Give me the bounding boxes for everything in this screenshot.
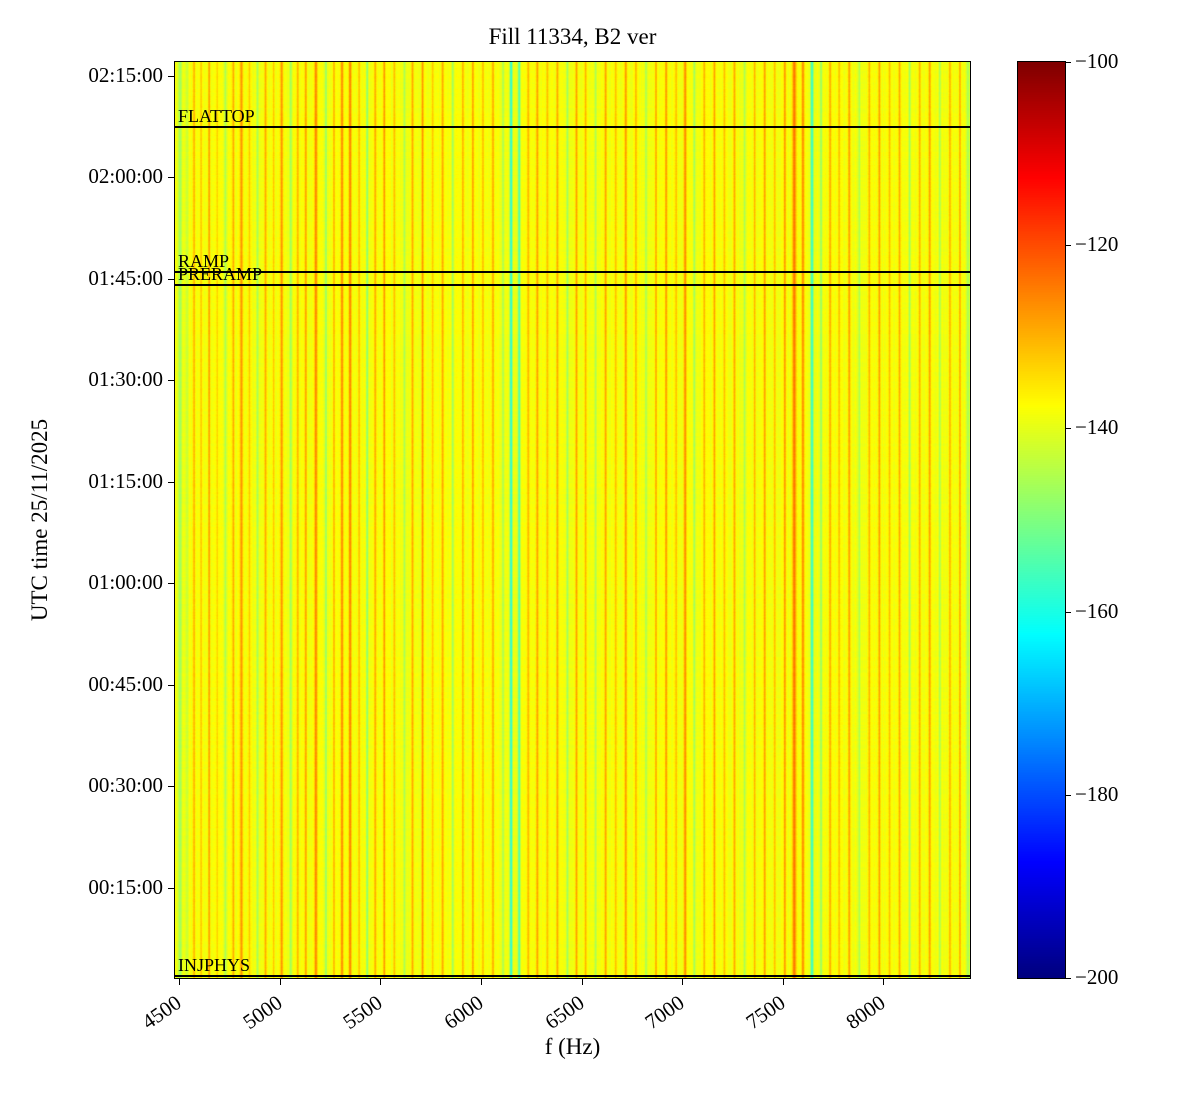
colorbar-tick-mark	[1066, 978, 1071, 979]
colorbar-tick-mark	[1066, 245, 1071, 247]
x-tick-label: 8000	[841, 990, 891, 1035]
y-tick-label: 01:00:00	[88, 570, 163, 595]
colorbar-canvas	[1018, 62, 1065, 978]
colorbar-tick-mark	[1066, 794, 1071, 796]
annotation-line-preramp	[175, 284, 970, 287]
annotation-label-flattop: FLATTOP	[178, 106, 255, 127]
x-tick-label: 5000	[238, 990, 287, 1035]
x-tick-label: 4500	[137, 990, 186, 1035]
x-tick-mark	[179, 979, 181, 985]
y-tick-label: 02:00:00	[88, 164, 163, 189]
colorbar-tick-label: −120	[1075, 232, 1119, 257]
y-tick-label: 01:15:00	[88, 468, 163, 493]
y-tick-label: 01:45:00	[88, 265, 163, 290]
y-tick-label: 02:15:00	[88, 62, 163, 87]
y-tick-label: 00:15:00	[88, 874, 163, 899]
y-tick-label: 00:30:00	[88, 773, 163, 798]
y-tick-mark	[168, 75, 174, 77]
x-tick-mark	[682, 979, 684, 985]
x-tick-mark	[581, 979, 583, 985]
colorbar-tick-label: −180	[1075, 781, 1119, 806]
y-tick-mark	[168, 177, 174, 179]
x-tick-label: 7500	[741, 990, 790, 1035]
y-tick-mark	[168, 380, 174, 382]
annotation-line-ramp	[175, 270, 970, 273]
plot-title: Fill 11334, B2 ver	[488, 24, 657, 49]
annotation-label-ramp: RAMP	[178, 250, 230, 271]
colorbar-tick-mark	[1066, 62, 1071, 63]
colorbar-tick-label: −160	[1075, 598, 1119, 623]
colorbar-tick-mark	[1066, 428, 1071, 430]
annotation-label-injphys: INJPHYS	[178, 954, 251, 975]
x-tick-label: 5500	[338, 990, 387, 1035]
y-tick-mark	[168, 278, 174, 280]
y-tick-mark	[168, 887, 174, 889]
y-tick-mark	[168, 481, 174, 483]
x-tick-label: 6000	[439, 990, 488, 1035]
x-tick-mark	[883, 979, 885, 985]
x-tick-label: 7000	[640, 990, 689, 1035]
annotation-label-preramp: PRERAMP	[178, 264, 263, 285]
x-axis-label: f (Hz)	[544, 1034, 601, 1059]
colorbar-tick-label: −100	[1075, 49, 1119, 73]
y-tick-mark	[168, 684, 174, 686]
y-tick-mark	[168, 583, 174, 585]
colorbar-tick-mark	[1066, 611, 1071, 613]
colorbar-tick-label: −200	[1075, 965, 1119, 989]
spectrogram-canvas	[175, 62, 970, 978]
y-tick-label: 01:30:00	[88, 367, 163, 392]
colorbar-tick-label: −140	[1075, 415, 1119, 440]
annotation-line-injphys	[175, 974, 970, 977]
x-tick-label: 6500	[539, 990, 589, 1035]
x-tick-mark	[279, 979, 281, 985]
x-tick-mark	[782, 979, 784, 985]
y-tick-mark	[168, 786, 174, 788]
x-tick-mark	[380, 979, 382, 985]
y-tick-label: 00:45:00	[88, 671, 163, 696]
annotation-line-flattop	[175, 126, 970, 129]
x-tick-mark	[480, 979, 482, 985]
